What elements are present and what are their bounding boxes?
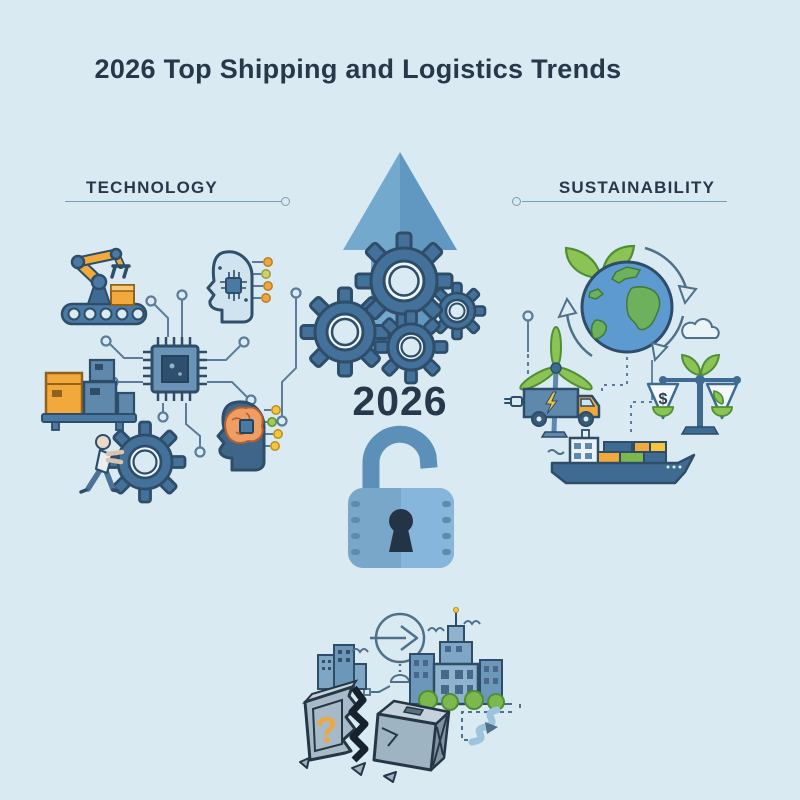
gears-icon bbox=[299, 231, 487, 385]
circuit-nodes bbox=[100, 287, 302, 458]
broken-crate-question-icon: ? bbox=[301, 679, 369, 763]
electric-truck-icon bbox=[504, 387, 601, 427]
sustainability-underline bbox=[522, 201, 727, 202]
technology-section-header: TECHNOLOGY bbox=[37, 178, 267, 198]
ai-head-chip-icon bbox=[206, 250, 254, 324]
birds bbox=[351, 620, 481, 654]
question-symbol: ? bbox=[314, 708, 339, 751]
sustainability-underline-dot bbox=[512, 197, 521, 206]
microchip-icon bbox=[143, 337, 207, 401]
winding-path-icon bbox=[461, 704, 521, 746]
year-label: 2026 bbox=[352, 378, 448, 424]
open-padlock-icon bbox=[348, 425, 454, 568]
data-dots bbox=[261, 257, 283, 451]
sustainability-section-header: SUSTAINABILITY bbox=[522, 178, 752, 198]
circuit-traces bbox=[109, 261, 297, 448]
cargo-boxes-icon bbox=[41, 358, 137, 431]
forward-arrow-circle-icon bbox=[363, 612, 426, 696]
cloud-icon bbox=[681, 318, 720, 339]
container-ship-icon bbox=[547, 429, 696, 485]
charging-plug-icon bbox=[504, 396, 538, 414]
technology-underline-dot bbox=[281, 197, 290, 206]
page-title: 2026 Top Shipping and Logistics Trends bbox=[94, 54, 622, 84]
brain-chip-head-icon bbox=[216, 400, 266, 472]
recycle-arrows-icon bbox=[557, 246, 698, 363]
city-skyline-icon bbox=[317, 607, 512, 711]
balance-scale-icon: $ bbox=[646, 353, 741, 435]
person-pushing-gear-icon bbox=[79, 420, 187, 504]
broken-crate-icon bbox=[299, 699, 451, 783]
sustainability-label: SUSTAINABILITY bbox=[558, 178, 716, 197]
technology-underline bbox=[65, 201, 281, 202]
debris bbox=[299, 757, 397, 783]
keyhole bbox=[389, 509, 413, 552]
globe-with-leaves-icon bbox=[564, 244, 674, 354]
technology-label: TECHNOLOGY bbox=[86, 178, 218, 197]
wind-turbine-icon bbox=[519, 326, 593, 438]
scale-currency-symbol: $ bbox=[659, 391, 668, 408]
robotic-arm-icon bbox=[60, 247, 148, 326]
